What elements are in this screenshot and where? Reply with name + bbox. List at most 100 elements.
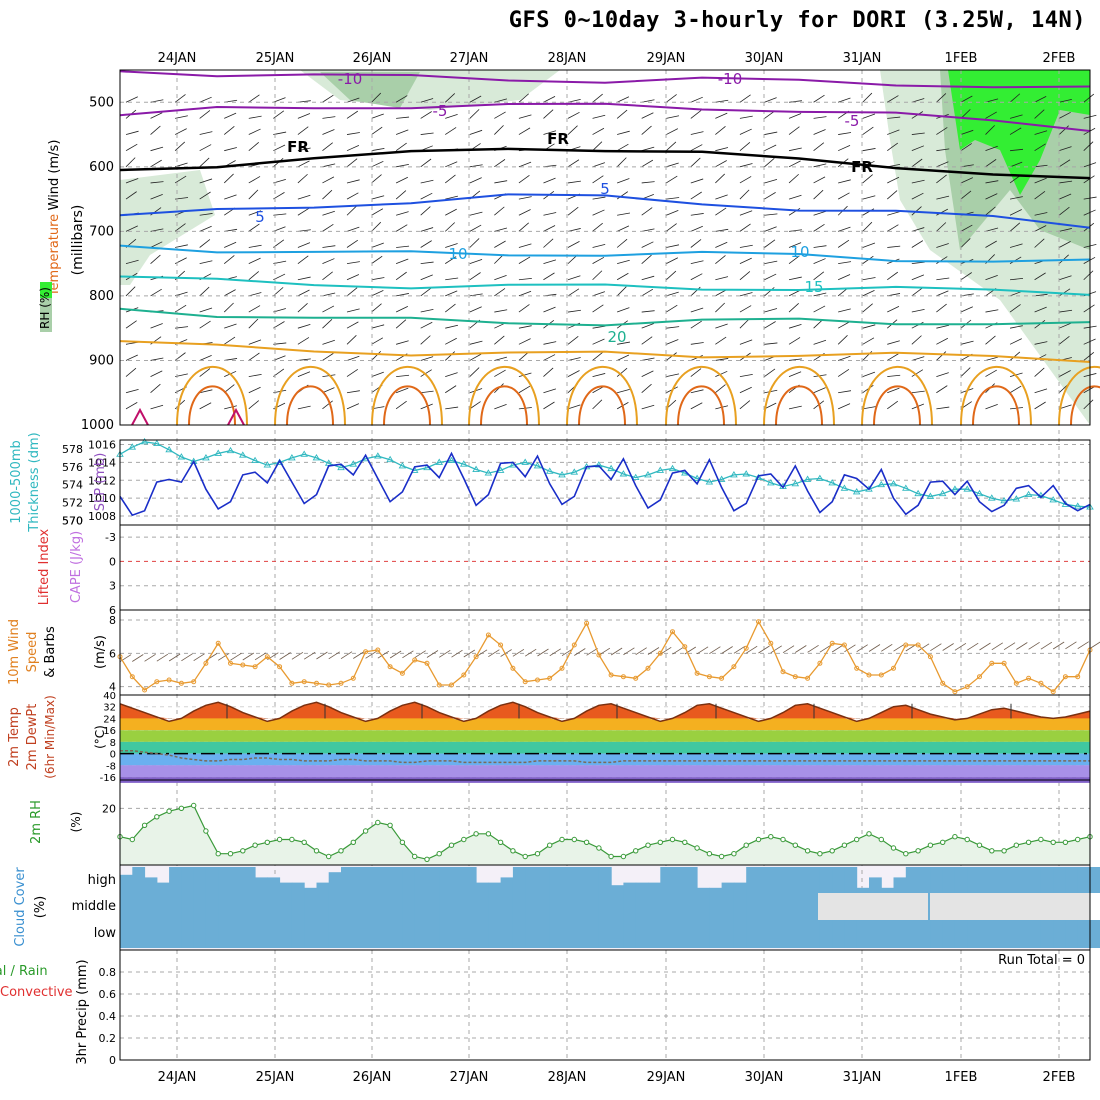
cloud-bar: [574, 920, 588, 948]
rh2m-point: [755, 836, 762, 843]
lifted-index-axis-label: Lifted Index: [37, 528, 52, 605]
wind-barb: [322, 163, 336, 168]
rh2m-point: [669, 836, 676, 843]
wind10m-point: [854, 665, 860, 671]
wind-barb: [469, 306, 482, 313]
cloud-axis-label: (%): [33, 896, 48, 919]
cloud-bar: [783, 893, 796, 920]
wind10m-barb: [979, 642, 991, 651]
wind-barb: [297, 126, 309, 135]
cloud-bar: [390, 867, 403, 893]
wind-barb: [150, 254, 161, 264]
cloud-bar: [611, 920, 624, 948]
wind-barb: [616, 143, 629, 152]
cloud-bar: [377, 920, 391, 948]
wind-barb: [445, 256, 457, 264]
cloud-bar: [562, 920, 575, 948]
cloud-bar: [279, 882, 293, 893]
wind10m-barb: [672, 646, 684, 655]
wind-barb: [813, 163, 827, 168]
cloud-bar: [267, 893, 281, 920]
cloud-bar: [660, 867, 674, 893]
wind10m-barb: [451, 649, 463, 658]
wind-barb: [813, 210, 827, 216]
wind10m-line: [119, 620, 1091, 693]
wind-barb: [469, 177, 482, 184]
wind-barb: [199, 368, 211, 377]
wind-barb: [420, 335, 431, 345]
wind-barb: [739, 400, 751, 410]
wind-barb: [911, 98, 925, 103]
wind10m-point: [719, 675, 725, 681]
rh2m-point: [927, 842, 934, 848]
cloud-bar: [832, 867, 845, 893]
wind-barb: [666, 197, 680, 200]
wind-barb: [445, 385, 457, 394]
rh2m-point: [141, 822, 148, 828]
wind-barb: [592, 93, 603, 103]
wind-barb: [248, 115, 262, 119]
thickness-point: [975, 489, 984, 497]
wind-barb: [543, 341, 557, 345]
wind-barb: [567, 275, 581, 281]
wind10m-barb: [524, 648, 537, 657]
wind-barb: [617, 259, 630, 265]
cloud-bar: [1065, 867, 1079, 893]
wind-barb: [1059, 309, 1073, 313]
cloud-bar: [291, 882, 305, 893]
cloud-bar: [120, 893, 133, 920]
temp-tick-label: 8: [110, 738, 116, 749]
wind-barb: [543, 367, 554, 377]
wind-barb: [494, 111, 506, 119]
cloud-bar: [304, 920, 317, 948]
wind10m-barb: [954, 642, 967, 651]
wind-barb: [469, 259, 483, 265]
wind-barb: [518, 351, 529, 361]
wind-barb: [813, 305, 826, 313]
wind-barb: [960, 177, 973, 184]
wind-barb: [592, 222, 603, 232]
thickness-point: [558, 471, 566, 478]
cloud-bar: [537, 893, 551, 920]
wind10m-barb: [967, 642, 979, 651]
wind10m-point: [756, 619, 761, 625]
rh2m-point: [596, 845, 602, 851]
wind-barb: [641, 323, 654, 329]
wind10m-point: [436, 682, 442, 688]
wind-barb: [371, 255, 383, 264]
cloud-gap: [930, 893, 1090, 920]
temp-band-fill: [120, 702, 1090, 719]
wind-barb: [887, 245, 901, 248]
wind-barb: [445, 208, 457, 216]
cloud-bar: [390, 893, 403, 920]
slp-tick-label: 1012: [88, 474, 116, 487]
wind-barb: [346, 287, 358, 297]
wind-barb: [371, 303, 382, 313]
wind10m-point: [424, 660, 430, 666]
wind10m-point: [498, 642, 504, 648]
wind-barb: [862, 277, 876, 281]
wind-barb: [862, 126, 874, 135]
wind-barb: [1034, 238, 1045, 248]
cloud-bar: [316, 882, 330, 893]
rh2m-point: [276, 836, 283, 843]
wind10m-point: [1062, 674, 1068, 680]
wind-barb: [788, 358, 802, 361]
wind10m-point: [264, 654, 270, 660]
rh2m-point: [399, 839, 406, 845]
wind-barb: [764, 308, 778, 313]
wind-barb: [739, 271, 751, 281]
cloud-bar: [291, 893, 305, 920]
wind-barb: [641, 241, 654, 248]
cloud-bar: [402, 920, 416, 948]
wind-barb: [960, 340, 974, 345]
cloud-bar: [304, 893, 317, 920]
wind-barb: [396, 293, 409, 297]
wind-barb: [936, 277, 950, 281]
temp-band-fill: [120, 718, 1090, 731]
wind-barb: [346, 239, 359, 248]
wind-barb: [837, 403, 851, 410]
wind-barb: [543, 177, 556, 184]
wind-barb: [396, 211, 409, 216]
wind-barb: [248, 373, 262, 377]
